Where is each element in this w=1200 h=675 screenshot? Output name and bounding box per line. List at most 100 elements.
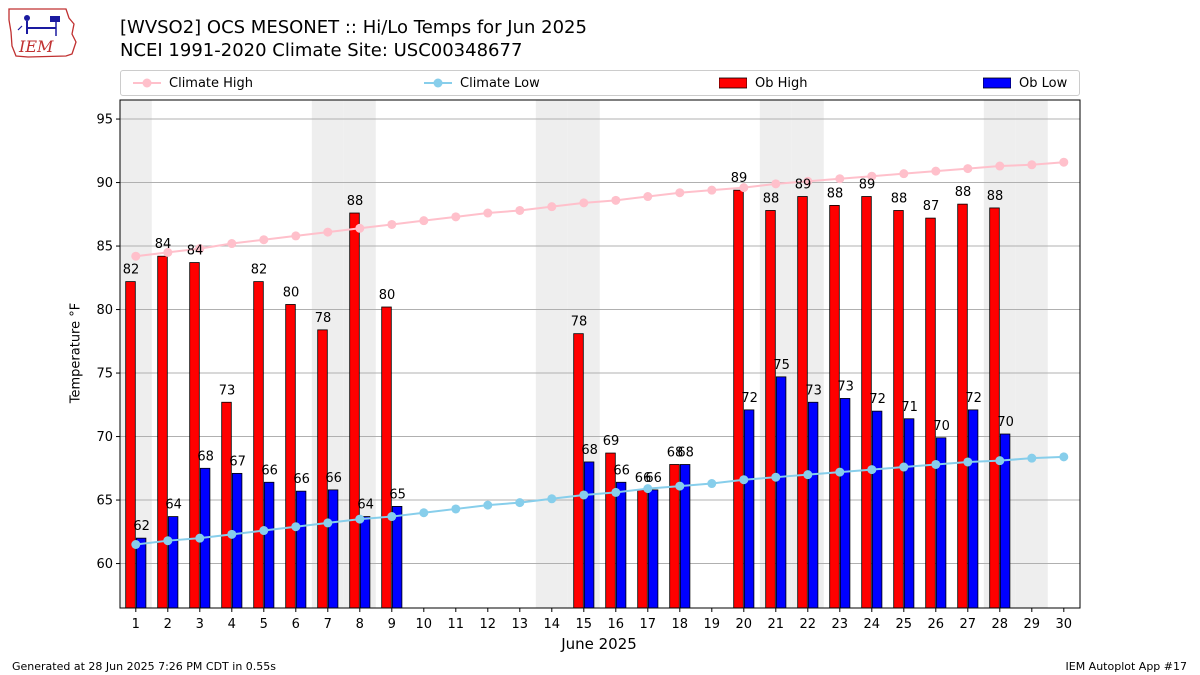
climate-low-point xyxy=(355,514,365,524)
weekend-shading xyxy=(983,100,1016,608)
data-label-ob-high: 88 xyxy=(827,186,844,201)
legend-item-climate-high: Climate High xyxy=(133,71,253,95)
climate-low-point xyxy=(387,512,397,522)
y-tick-label: 85 xyxy=(96,240,113,255)
data-label-ob-high: 80 xyxy=(379,288,396,303)
data-label-ob-high: 69 xyxy=(603,434,620,449)
climate-high-point xyxy=(963,164,973,174)
data-label-ob-low: 72 xyxy=(965,391,982,406)
climate-low-point xyxy=(419,508,429,518)
bar-ob-low xyxy=(775,376,787,609)
bar-ob-low xyxy=(967,409,979,609)
footer-app: IEM Autoplot App #17 xyxy=(1065,660,1188,673)
data-label-ob-high: 68 xyxy=(667,445,684,460)
bar-ob-low xyxy=(135,537,147,609)
bar-ob-low xyxy=(167,516,179,609)
climate-low-point xyxy=(675,481,685,491)
legend-swatch-ob-low xyxy=(983,77,1011,89)
climate-high-point xyxy=(1059,157,1069,167)
climate-high-point xyxy=(995,161,1005,171)
climate-low-point xyxy=(131,540,141,549)
climate-low-point xyxy=(227,529,237,539)
x-tick-label: 9 xyxy=(388,617,396,632)
climate-high-point xyxy=(547,202,557,212)
data-label-ob-high: 88 xyxy=(955,185,972,200)
y-tick-label: 80 xyxy=(96,303,113,318)
x-tick-label: 17 xyxy=(640,617,657,632)
data-label-ob-low: 68 xyxy=(581,443,598,458)
legend-label: Ob Low xyxy=(1019,75,1068,91)
data-label-ob-low: 72 xyxy=(869,392,886,407)
climate-low-point xyxy=(835,467,845,477)
x-tick-label: 6 xyxy=(292,617,300,632)
bar-ob-low xyxy=(583,461,595,609)
climate-low-point xyxy=(611,487,621,497)
x-tick-label: 28 xyxy=(992,617,1009,632)
x-tick-label: 30 xyxy=(1056,617,1073,632)
bar-ob-high xyxy=(637,489,648,609)
legend-item-ob-high: Ob High xyxy=(719,71,808,95)
data-label-ob-low: 73 xyxy=(837,379,854,394)
bar-ob-low xyxy=(359,516,371,609)
climate-high-line xyxy=(135,161,1064,258)
legend: Climate High Climate Low Ob High Ob Low xyxy=(120,70,1080,96)
x-tick-label: 16 xyxy=(608,617,625,632)
bar-ob-high xyxy=(765,210,776,609)
bar-ob-low xyxy=(327,489,339,609)
bar-ob-high xyxy=(253,281,264,609)
bar-ob-high xyxy=(157,255,168,609)
climate-low-point xyxy=(899,462,909,472)
bar-ob-low xyxy=(295,490,307,609)
x-tick-label: 25 xyxy=(896,617,913,632)
x-tick-label: 8 xyxy=(356,617,364,632)
x-tick-label: 10 xyxy=(416,617,433,632)
bar-ob-low xyxy=(807,401,819,609)
data-label-ob-high: 88 xyxy=(763,191,780,206)
climate-low-point xyxy=(867,465,877,475)
bar-ob-low xyxy=(903,418,915,609)
data-label-ob-low: 67 xyxy=(229,454,246,469)
x-tick-label: 27 xyxy=(960,617,977,632)
climate-low-point xyxy=(771,472,781,482)
x-tick-label: 20 xyxy=(736,617,753,632)
data-label-ob-high: 87 xyxy=(923,199,940,214)
bar-ob-high xyxy=(189,262,200,609)
bar-ob-high xyxy=(989,207,1000,609)
bar-ob-low xyxy=(647,489,659,609)
bar-ob-high xyxy=(349,212,360,609)
weekend-shading xyxy=(535,100,568,608)
footer-generated: Generated at 28 Jun 2025 7:26 PM CDT in … xyxy=(12,660,277,673)
climate-high-point xyxy=(835,174,845,184)
x-tick-label: 29 xyxy=(1024,617,1041,632)
x-tick-label: 2 xyxy=(164,617,172,632)
data-label-ob-high: 89 xyxy=(731,171,748,186)
bar-ob-low xyxy=(615,481,627,609)
data-label-ob-high: 78 xyxy=(315,311,332,326)
logo-text: IEM xyxy=(18,37,54,56)
data-label-ob-high: 89 xyxy=(859,178,876,193)
climate-high-point xyxy=(163,247,173,257)
data-label-ob-low: 75 xyxy=(773,358,790,373)
iem-logo: IEM xyxy=(6,6,82,64)
climate-high-point xyxy=(643,192,653,202)
x-tick-label: 4 xyxy=(228,617,236,632)
climate-high-point xyxy=(451,212,461,222)
climate-low-point xyxy=(579,490,589,500)
x-tick-label: 7 xyxy=(324,617,332,632)
bar-ob-high xyxy=(381,306,392,609)
climate-low-point xyxy=(515,498,525,508)
climate-high-point xyxy=(611,195,621,205)
data-label-ob-low: 73 xyxy=(805,383,822,398)
climate-high-point xyxy=(419,216,429,226)
data-label-ob-high: 88 xyxy=(347,194,364,209)
bar-ob-low xyxy=(743,409,755,609)
data-label-ob-low: 72 xyxy=(741,391,758,406)
legend-swatch-climate-low xyxy=(424,78,452,88)
bar-ob-high xyxy=(797,196,808,609)
legend-label: Ob High xyxy=(755,75,808,91)
climate-low-point xyxy=(643,484,653,494)
climate-low-point xyxy=(995,456,1005,466)
data-label-ob-high: 88 xyxy=(987,189,1004,204)
weekend-shading xyxy=(343,100,376,608)
